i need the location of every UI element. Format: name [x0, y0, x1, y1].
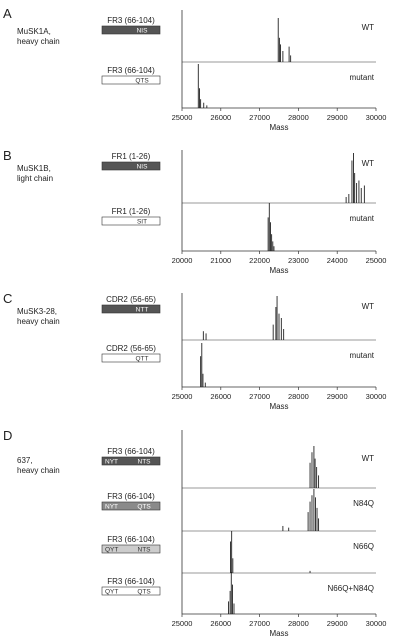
x-tick-label: 30000 — [366, 113, 387, 122]
x-tick-label: 29000 — [327, 619, 348, 628]
sequence-box — [101, 304, 161, 314]
x-tick-label: 30000 — [366, 392, 387, 401]
x-axis-title: Mass — [269, 266, 288, 275]
sequon-text-left: NYT — [105, 459, 118, 466]
x-tick-label: 20000 — [172, 256, 193, 265]
series-label: WT — [362, 454, 375, 463]
sample-label: MuSK3-28, — [17, 307, 57, 316]
x-tick-label: 24000 — [327, 256, 348, 265]
region-label: CDR2 (56-65) — [106, 344, 156, 353]
region-label: FR3 (66-104) — [107, 447, 155, 456]
region-label: CDR2 (56-65) — [106, 295, 156, 304]
region-label: FR3 (66-104) — [107, 492, 155, 501]
panel-letter: D — [3, 428, 12, 443]
sequon-text: NTS — [138, 547, 152, 554]
sequence-box — [101, 586, 161, 596]
sequon-text: QTS — [135, 78, 149, 85]
series-label: N84Q — [353, 499, 374, 508]
sequon-text-left: QYT — [105, 547, 118, 554]
x-tick-label: 28000 — [288, 113, 309, 122]
series-label: N66Q — [353, 542, 374, 551]
x-tick-label: 26000 — [210, 619, 231, 628]
x-tick-label: 27000 — [249, 392, 270, 401]
sequon-text: SIT — [137, 219, 147, 226]
sequon-text: QTT — [136, 356, 149, 363]
x-tick-label: 21000 — [210, 256, 231, 265]
sample-label: MuSK1A, — [17, 27, 51, 36]
series-label: N66Q+N84Q — [328, 584, 374, 593]
region-label: FR3 (66-104) — [107, 16, 155, 25]
sequon-text: NTT — [136, 307, 149, 314]
sample-label: light chain — [17, 174, 53, 183]
sequence-box — [101, 353, 161, 363]
sequon-text: NIS — [137, 164, 149, 171]
x-tick-label: 23000 — [288, 256, 309, 265]
sample-label: heavy chain — [17, 466, 60, 475]
series-label: mutant — [350, 351, 375, 360]
x-tick-label: 22000 — [249, 256, 270, 265]
x-axis-title: Mass — [269, 123, 288, 132]
x-tick-label: 30000 — [366, 619, 387, 628]
series-label: WT — [362, 159, 375, 168]
sequon-text: QTS — [137, 504, 151, 511]
region-label: FR3 (66-104) — [107, 577, 155, 586]
x-tick-label: 25000 — [172, 113, 193, 122]
x-tick-label: 28000 — [288, 392, 309, 401]
region-label: FR3 (66-104) — [107, 66, 155, 75]
sample-label: heavy chain — [17, 37, 60, 46]
series-label: WT — [362, 302, 375, 311]
x-tick-label: 26000 — [210, 113, 231, 122]
x-tick-label: 25000 — [366, 256, 387, 265]
series-label: WT — [362, 23, 375, 32]
x-tick-label: 29000 — [327, 392, 348, 401]
sequon-text: QTS — [137, 589, 151, 596]
sample-label: 637, — [17, 456, 33, 465]
sequence-box — [101, 25, 161, 35]
x-tick-label: 29000 — [327, 113, 348, 122]
region-label: FR3 (66-104) — [107, 535, 155, 544]
sequence-box — [101, 501, 161, 511]
sequon-text-left: NYT — [105, 504, 118, 511]
series-label: mutant — [350, 214, 375, 223]
sequence-box — [101, 161, 161, 171]
sequence-box — [101, 544, 161, 554]
sequon-text: NTS — [138, 459, 152, 466]
sequence-box — [101, 75, 161, 85]
x-tick-label: 27000 — [249, 113, 270, 122]
sample-label: MuSK1B, — [17, 164, 51, 173]
x-axis-title: Mass — [269, 629, 288, 638]
sequon-text-left: QYT — [105, 589, 118, 596]
panel-letter: C — [3, 291, 12, 306]
sequence-box — [101, 456, 161, 466]
region-label: FR1 (1-26) — [112, 207, 151, 216]
series-label: mutant — [350, 73, 375, 82]
sequence-box — [101, 216, 161, 226]
x-tick-label: 28000 — [288, 619, 309, 628]
sequon-text: NIS — [137, 28, 149, 35]
panel-letter: B — [3, 148, 12, 163]
x-tick-label: 27000 — [249, 619, 270, 628]
x-tick-label: 25000 — [172, 392, 193, 401]
x-axis-title: Mass — [269, 402, 288, 411]
region-label: FR1 (1-26) — [112, 152, 151, 161]
x-tick-label: 25000 — [172, 619, 193, 628]
x-tick-label: 26000 — [210, 392, 231, 401]
sample-label: heavy chain — [17, 317, 60, 326]
panel-letter: A — [3, 6, 12, 21]
